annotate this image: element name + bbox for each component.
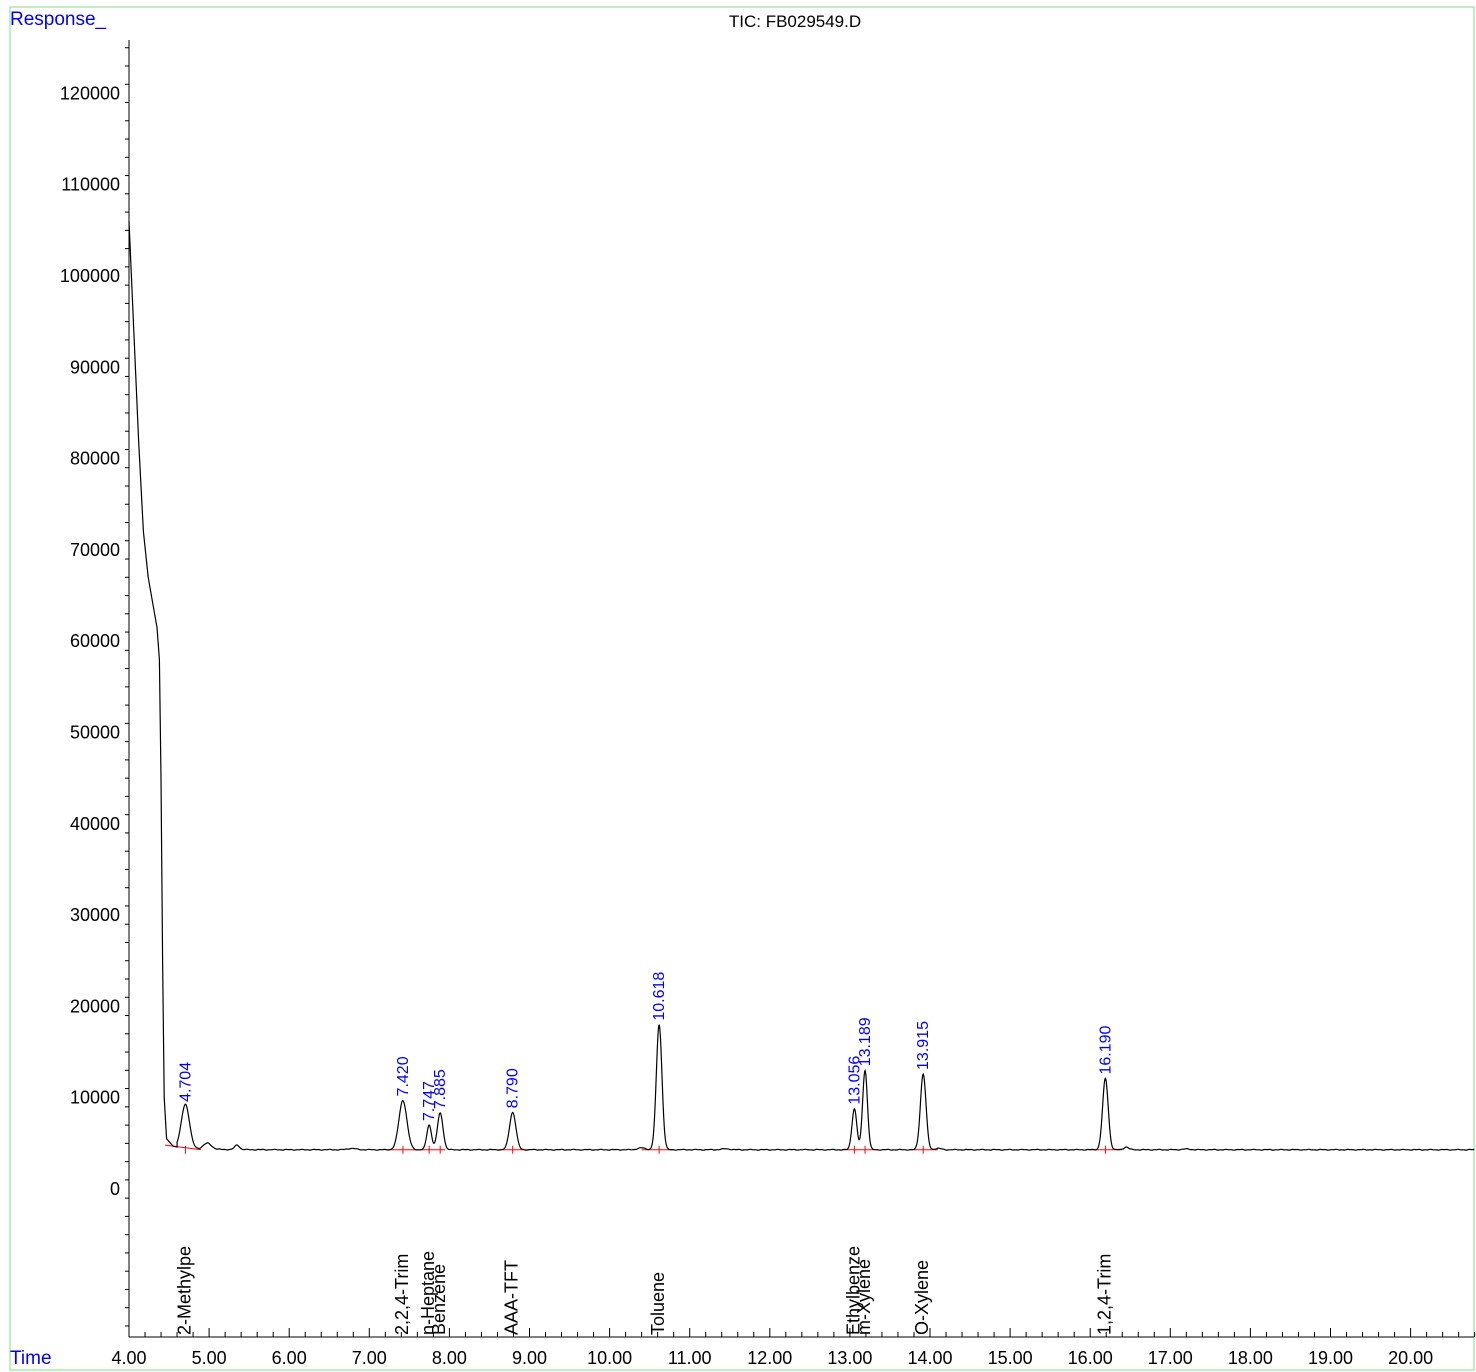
x-tick-label: 18.00 [1228,1348,1273,1368]
x-tick-label: 20.00 [1388,1348,1433,1368]
compound-label: 2,2,4-Trim [392,1254,412,1335]
x-tick-label: 9.00 [512,1348,547,1368]
retention-time-label: 7.885 [432,1069,449,1109]
y-tick-label: 0 [110,1179,120,1199]
y-tick-label: 10000 [70,1088,120,1108]
compound-label: Benzene [429,1264,449,1335]
retention-time-label: 13.189 [857,1017,874,1066]
retention-time-label: 7.747 [421,1081,438,1121]
compound-label: AAA-TFT [502,1260,522,1335]
x-tick-label: 11.00 [668,1348,712,1368]
compound-label: 1,2,4-Trim [1094,1254,1114,1335]
x-tick-label: 16.00 [1068,1348,1113,1368]
y-tick-label: 80000 [70,449,120,469]
x-tick-label: 17.00 [1148,1348,1193,1368]
y-tick-label: 40000 [70,814,120,834]
x-tick-label: 15.00 [988,1348,1033,1368]
compound-label: O-Xylene [912,1260,932,1335]
y-tick-label: 50000 [70,723,120,743]
y-tick-label: 120000 [60,83,120,103]
retention-time-label: 4.704 [177,1062,194,1102]
x-axis-label: Time [10,1348,52,1369]
compound-label: Toluene [648,1272,668,1335]
x-axis: 4.00 5.00 6.00 7.00 8.00 9.00 10.00 11.00 12.00 1… [111,1328,1476,1368]
x-tick-label: 14.00 [907,1348,952,1368]
y-tick-label: 100000 [60,266,120,286]
tic-trace [128,221,1475,1151]
retention-time-label: 13.915 [915,1021,932,1070]
y-tick-label: 90000 [70,357,120,377]
compound-label: n-Heptane [418,1251,438,1335]
x-tick-label: 19.00 [1308,1348,1353,1368]
y-tick-label: 110000 [61,175,120,195]
compound-label: Ethylbenze [843,1246,863,1335]
compound-label: 2-Methylpe [174,1246,194,1335]
x-tick-label: 12.00 [747,1348,792,1368]
x-tick-label: 10.00 [587,1348,632,1368]
compound-label: m-Xylene [854,1259,874,1335]
x-tick-label: 4.00 [111,1348,146,1368]
retention-time-label: 16.190 [1097,1025,1114,1074]
x-tick-label: 8.00 [432,1348,467,1368]
chart-title: TIC: FB029549.D [729,12,861,31]
x-tick-label: 7.00 [352,1348,387,1368]
retention-time-label: 13.056 [846,1056,863,1105]
x-tick-label: 13.00 [827,1348,872,1368]
integration-baseline [164,1144,202,1151]
x-tick-label: 5.00 [192,1348,227,1368]
y-tick-label: 60000 [70,631,120,651]
retention-time-label: 7.420 [395,1056,412,1096]
retention-time-label: 8.790 [505,1068,522,1108]
y-tick-label: 30000 [70,905,120,925]
y-tick-label: 70000 [70,540,120,560]
chart-frame [9,6,1475,1371]
x-tick-label: 6.00 [272,1348,307,1368]
y-tick-label: 20000 [70,996,120,1016]
retention-time-label: 10.618 [651,972,668,1021]
y-axis-label: Response_ [10,9,107,30]
y-axis: 0 10000 20000 30000 40000 50000 60000 70000 8000… [60,40,130,1337]
